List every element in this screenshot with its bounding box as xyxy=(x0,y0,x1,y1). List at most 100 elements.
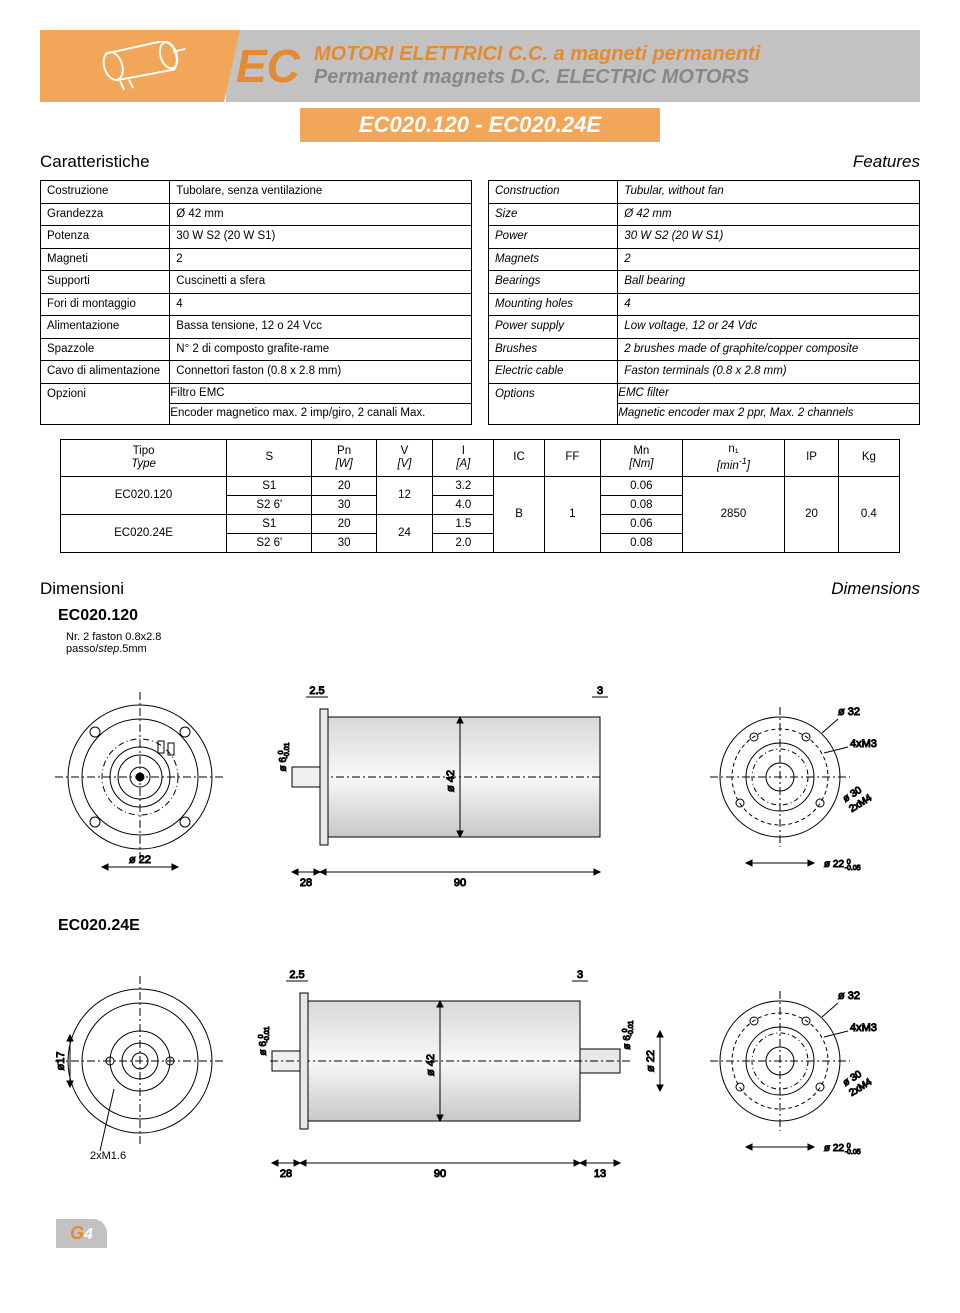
spec-row: Fori di montaggio4 xyxy=(41,293,472,316)
spec-label: Fori di montaggio xyxy=(41,293,170,316)
spec-label: Supporti xyxy=(41,271,170,294)
title-english: Permanent magnets D.C. ELECTRIC MOTORS xyxy=(314,66,760,89)
svg-text:ø 22 0-0.05: ø 22 0-0.05 xyxy=(824,859,861,872)
drawing-ec020-120: ø 22 ø 6 0-0.01 xyxy=(40,657,920,907)
model-b-title: EC020.24E xyxy=(58,917,920,935)
spec-value: N° 2 di composto grafite-rame xyxy=(170,338,472,361)
spec-row: SupportiCuscinetti a sfera xyxy=(41,271,472,294)
spec-value: Tubolare, senza ventilazione xyxy=(170,181,472,204)
dimensioni-label: Dimensioni xyxy=(40,579,124,599)
spec-label: Power supply xyxy=(489,316,618,339)
svg-text:2xM1.6: 2xM1.6 xyxy=(90,1150,126,1162)
spec-row: SizeØ 42 mm xyxy=(489,203,920,226)
spec-row: AlimentazioneBassa tensione, 12 o 24 Vcc xyxy=(41,316,472,339)
caratteristiche-label: Caratteristiche xyxy=(40,152,150,172)
svg-text:ø 42: ø 42 xyxy=(445,770,457,792)
performance-table: TipoTypeSPn[W]V[V]I[A]ICFFMn[Nm]n₁[min-1… xyxy=(60,439,900,553)
faston-note: Nr. 2 faston 0.8x2.8 passo/step.5mm xyxy=(66,631,920,655)
spec-value: Faston terminals (0.8 x 2.8 mm) xyxy=(618,361,920,384)
spec-label: Electric cable xyxy=(489,361,618,384)
specs-english: ConstructionTubular, without fanSizeØ 42… xyxy=(488,180,920,425)
svg-text:ø 6 0-0.01: ø 6 0-0.01 xyxy=(622,1020,635,1049)
table-cell: S1 xyxy=(227,514,312,533)
svg-text:3: 3 xyxy=(597,685,603,697)
spec-row: BearingsBall bearing xyxy=(489,271,920,294)
spec-label: Construction xyxy=(489,181,618,204)
features-label: Features xyxy=(853,152,920,172)
svg-text:ø 6 0-0.01: ø 6 0-0.01 xyxy=(278,742,291,771)
specs-italian: CostruzioneTubolare, senza ventilazioneG… xyxy=(40,180,472,425)
table-cell: 30 xyxy=(312,533,376,552)
spec-label: Potenza xyxy=(41,226,170,249)
spec-label: Alimentazione xyxy=(41,316,170,339)
spec-value: 4 xyxy=(170,293,472,316)
motor-icon-box xyxy=(40,30,240,102)
dimensions-label: Dimensions xyxy=(831,579,920,599)
header-banner: EC MOTORI ELETTRICI C.C. a magneti perma… xyxy=(40,30,920,102)
col-header: Kg xyxy=(838,439,899,476)
col-header: TipoType xyxy=(61,439,227,476)
col-header: Pn[W] xyxy=(312,439,376,476)
table-cell: 20 xyxy=(312,514,376,533)
spec-value: Ø 42 mm xyxy=(618,203,920,226)
table-cell: 30 xyxy=(312,495,376,514)
spec-label: Bearings xyxy=(489,271,618,294)
table-cell: 2.0 xyxy=(433,533,494,552)
col-header: IC xyxy=(494,439,544,476)
spec-value: 2 xyxy=(170,248,472,271)
spec-row: Power30 W S2 (20 W S1) xyxy=(489,226,920,249)
svg-text:2.5: 2.5 xyxy=(289,969,304,981)
svg-text:28: 28 xyxy=(280,1168,292,1180)
title-italian: MOTORI ELETTRICI C.C. a magneti permanen… xyxy=(314,43,760,66)
spec-label: Costruzione xyxy=(41,181,170,204)
col-header: S xyxy=(227,439,312,476)
table-cell: 20 xyxy=(312,476,376,495)
table-cell: S2 6' xyxy=(227,533,312,552)
spec-label: Spazzole xyxy=(41,338,170,361)
spec-label: Mounting holes xyxy=(489,293,618,316)
col-header: I[A] xyxy=(433,439,494,476)
table-cell: 0.06 xyxy=(601,514,683,533)
table-cell: S1 xyxy=(227,476,312,495)
col-header: IP xyxy=(785,439,838,476)
spec-value: Connettori faston (0.8 x 2.8 mm) xyxy=(170,361,472,384)
model-range-bar: EC020.120 - EC020.24E xyxy=(300,108,660,142)
table-cell: 0.08 xyxy=(601,533,683,552)
spec-row: GrandezzaØ 42 mm xyxy=(41,203,472,226)
footer-page: 4 xyxy=(84,1226,93,1243)
spec-value: 2 brushes made of graphite/copper compos… xyxy=(618,338,920,361)
specs-two-col: CostruzioneTubolare, senza ventilazioneG… xyxy=(40,180,920,425)
spec-row: OpzioniFiltro EMCEncoder magnetico max. … xyxy=(41,383,472,424)
model-a-title: EC020.120 xyxy=(58,607,920,625)
svg-text:ø 32: ø 32 xyxy=(838,706,860,718)
svg-text:ø 42: ø 42 xyxy=(425,1054,437,1076)
features-heading-row: Caratteristiche Features xyxy=(40,152,920,172)
table-cell: 3.2 xyxy=(433,476,494,495)
spec-value: 4 xyxy=(618,293,920,316)
spec-row: Brushes2 brushes made of graphite/copper… xyxy=(489,338,920,361)
performance-table-wrap: TipoTypeSPn[W]V[V]I[A]ICFFMn[Nm]n₁[min-1… xyxy=(40,439,920,553)
spec-value: Ø 42 mm xyxy=(170,203,472,226)
spec-value: Filtro EMCEncoder magnetico max. 2 imp/g… xyxy=(170,383,472,424)
table-cell: 1.5 xyxy=(433,514,494,533)
spec-value: Tubular, without fan xyxy=(618,181,920,204)
svg-text:ø17: ø17 xyxy=(55,1051,67,1070)
series-label: EC xyxy=(236,39,300,93)
svg-text:ø 22: ø 22 xyxy=(129,854,151,866)
spec-value: Bassa tensione, 12 o 24 Vcc xyxy=(170,316,472,339)
spec-row: Magnets2 xyxy=(489,248,920,271)
svg-text:ø 32: ø 32 xyxy=(838,990,860,1002)
svg-text:ø 22 0-0.05: ø 22 0-0.05 xyxy=(824,1143,861,1156)
spec-row: SpazzoleN° 2 di composto grafite-rame xyxy=(41,338,472,361)
spec-row: Power supplyLow voltage, 12 or 24 Vdc xyxy=(489,316,920,339)
spec-value: 2 xyxy=(618,248,920,271)
spec-label: Power xyxy=(489,226,618,249)
spec-value: 30 W S2 (20 W S1) xyxy=(170,226,472,249)
spec-label: Options xyxy=(489,383,618,424)
svg-text:13: 13 xyxy=(594,1168,606,1180)
table-cell: 0.06 xyxy=(601,476,683,495)
spec-label: Opzioni xyxy=(41,383,170,424)
spec-row: Electric cableFaston terminals (0.8 x 2.… xyxy=(489,361,920,384)
svg-text:ø 22: ø 22 xyxy=(645,1050,657,1072)
table-cell: 4.0 xyxy=(433,495,494,514)
